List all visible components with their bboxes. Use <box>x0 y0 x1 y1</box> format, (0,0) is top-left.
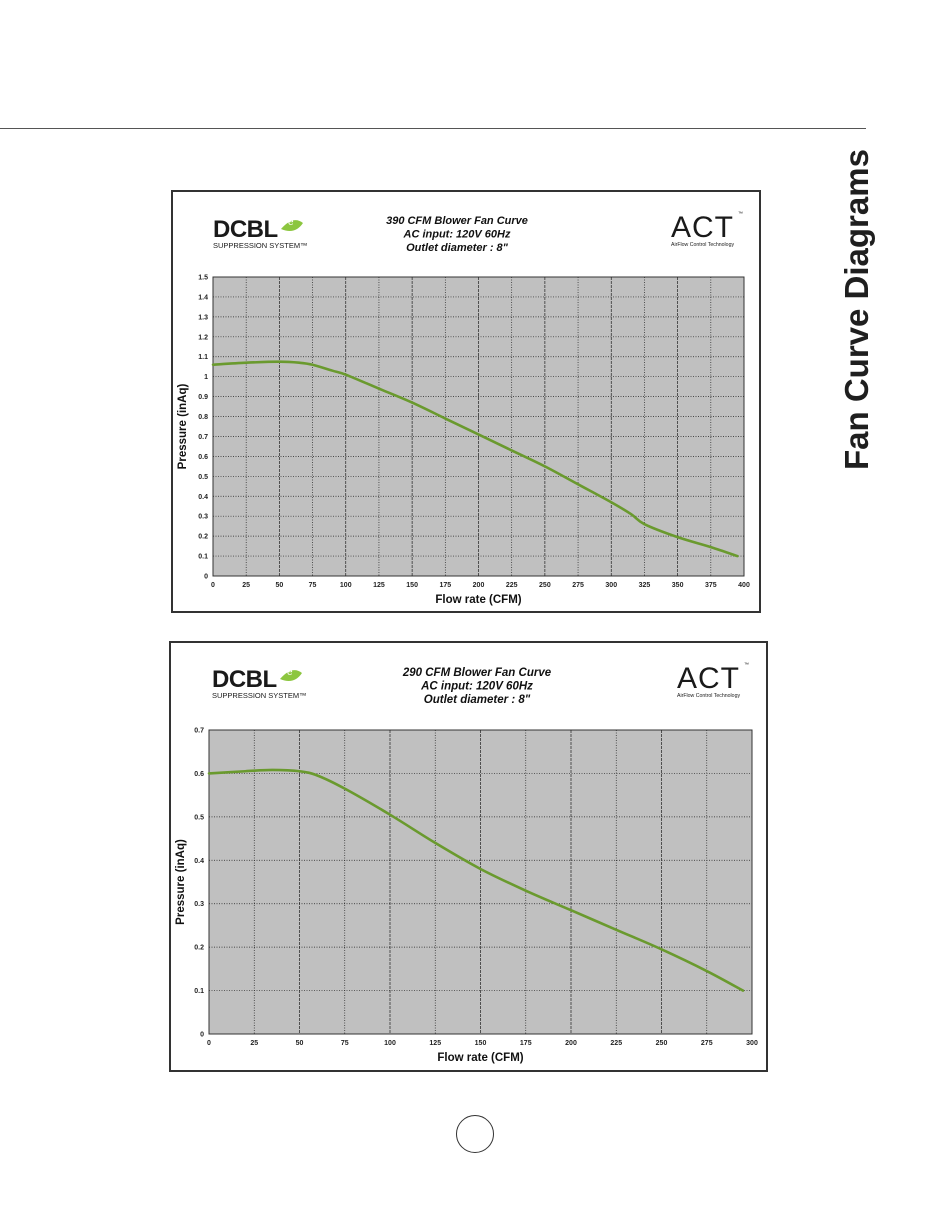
c390-x-tick-325: 325 <box>639 582 651 589</box>
c390-x-tick-350: 350 <box>672 582 684 589</box>
c390-x-tick-275: 275 <box>572 582 584 589</box>
c290-title-line-2: AC input: 120V 60Hz <box>420 681 533 693</box>
c390-y-tick-1.4: 1.4 <box>198 294 208 301</box>
c290-x-tick-300: 300 <box>746 1040 758 1047</box>
c290-act-sub: AirFlow Control Technology <box>677 693 740 699</box>
c390-y-tick-1.3: 1.3 <box>198 314 208 321</box>
top-rule <box>0 128 866 129</box>
c390-y-axis-label: Pressure (inAq) <box>177 384 189 470</box>
c390-dcbl-sub: SUPPRESSION SYSTEM™ <box>213 241 308 250</box>
c290-x-tick-50: 50 <box>296 1040 304 1047</box>
c290-x-tick-175: 175 <box>520 1040 532 1047</box>
side-title: Fan Curve Diagrams <box>838 149 875 470</box>
c390-y-tick-0.3: 0.3 <box>198 514 208 521</box>
fan-curve-chart-290: DCBL e SUPPRESSION SYSTEM™ ACT ™ AirFlow Cont… <box>169 641 768 1072</box>
c390-x-tick-75: 75 <box>309 582 317 589</box>
c290-act-logo-text: ACT <box>677 662 740 695</box>
c390-y-tick-1.5: 1.5 <box>198 275 208 282</box>
c390-x-tick-200: 200 <box>473 582 485 589</box>
page-number-circle <box>456 1115 494 1153</box>
c290-x-tick-75: 75 <box>341 1040 349 1047</box>
c390-fan-curve-line-1 <box>211 360 739 558</box>
c390-x-tick-50: 50 <box>275 582 283 589</box>
c390-x-tick-225: 225 <box>506 582 518 589</box>
c390-x-axis-label: Flow rate (CFM) <box>435 594 521 606</box>
c290-x-axis-label: Flow rate (CFM) <box>437 1052 523 1064</box>
c390-y-tick-0: 0 <box>204 574 208 581</box>
fan-curve-chart-390: DCBL e SUPPRESSION SYSTEM™ ACT ™ AirFlow Cont… <box>171 190 761 613</box>
c290-y-tick-0.5: 0.5 <box>194 814 204 821</box>
c290-x-tick-275: 275 <box>701 1040 713 1047</box>
c290-x-tick-0: 0 <box>207 1040 211 1047</box>
c390-x-tick-0: 0 <box>211 582 215 589</box>
chart-svg-290: DCBL e SUPPRESSION SYSTEM™ ACT ™ AirFlow Cont… <box>175 662 758 1064</box>
c390-leaf-icon <box>281 220 303 231</box>
c390-y-tick-0.7: 0.7 <box>198 434 208 441</box>
c390-x-tick-125: 125 <box>373 582 385 589</box>
c390-x-tick-300: 300 <box>605 582 617 589</box>
c290-x-tick-225: 225 <box>610 1040 622 1047</box>
c290-fan-curve-line-1 <box>207 768 745 992</box>
c290-dcbl-sup: e <box>287 667 293 678</box>
c290-y-tick-0.1: 0.1 <box>194 988 204 995</box>
c390-y-tick-0.1: 0.1 <box>198 554 208 561</box>
c290-x-tick-25: 25 <box>250 1040 258 1047</box>
c290-leaf-icon <box>280 670 302 681</box>
c390-act-logo-text: ACT <box>671 211 734 244</box>
c390-y-tick-0.4: 0.4 <box>198 494 208 501</box>
c390-y-tick-1.1: 1.1 <box>198 354 208 361</box>
c390-act-sub: AirFlow Control Technology <box>671 242 734 248</box>
c390-y-tick-1: 1 <box>204 374 208 381</box>
c390-x-tick-175: 175 <box>439 582 451 589</box>
c290-act-tm: ™ <box>744 662 749 668</box>
c390-title-line-1: 390 CFM Blower Fan Curve <box>386 215 528 227</box>
c390-y-tick-0.5: 0.5 <box>198 474 208 481</box>
c290-y-tick-0.7: 0.7 <box>194 728 204 735</box>
c390-y-tick-0.9: 0.9 <box>198 394 208 401</box>
c390-x-tick-375: 375 <box>705 582 717 589</box>
c290-y-tick-0: 0 <box>200 1032 204 1039</box>
c390-x-tick-250: 250 <box>539 582 551 589</box>
c390-x-tick-400: 400 <box>738 582 750 589</box>
c390-act-tm: ™ <box>738 211 743 217</box>
c390-x-tick-100: 100 <box>340 582 352 589</box>
c390-y-tick-0.2: 0.2 <box>198 534 208 541</box>
c390-dcbl-logo-text: DCBL <box>213 216 278 243</box>
c290-title-line-1: 290 CFM Blower Fan Curve <box>402 667 552 679</box>
c290-x-tick-250: 250 <box>656 1040 668 1047</box>
c290-dcbl-sub: SUPPRESSION SYSTEM™ <box>212 691 307 700</box>
chart-svg-390: DCBL e SUPPRESSION SYSTEM™ ACT ™ AirFlow Cont… <box>177 211 750 606</box>
c390-x-tick-25: 25 <box>242 582 250 589</box>
c290-y-axis-label: Pressure (inAq) <box>175 839 187 925</box>
c390-x-tick-150: 150 <box>406 582 418 589</box>
c390-y-tick-1.2: 1.2 <box>198 334 208 341</box>
c290-y-tick-0.3: 0.3 <box>194 901 204 908</box>
c390-y-tick-0.6: 0.6 <box>198 454 208 461</box>
c290-x-tick-125: 125 <box>429 1040 441 1047</box>
c290-y-tick-0.2: 0.2 <box>194 945 204 952</box>
c290-x-tick-200: 200 <box>565 1040 577 1047</box>
c290-y-tick-0.6: 0.6 <box>194 771 204 778</box>
c290-title-line-3: Outlet diameter : 8" <box>424 694 531 706</box>
c290-y-tick-0.4: 0.4 <box>194 858 204 865</box>
c290-x-tick-100: 100 <box>384 1040 396 1047</box>
c390-title-line-2: AC input: 120V 60Hz <box>403 229 511 241</box>
c390-title-line-3: Outlet diameter : 8" <box>406 242 509 254</box>
c390-dcbl-sup: e <box>288 217 294 228</box>
c290-x-tick-150: 150 <box>475 1040 487 1047</box>
c290-dcbl-logo-text: DCBL <box>212 666 277 693</box>
c390-y-tick-0.8: 0.8 <box>198 414 208 421</box>
